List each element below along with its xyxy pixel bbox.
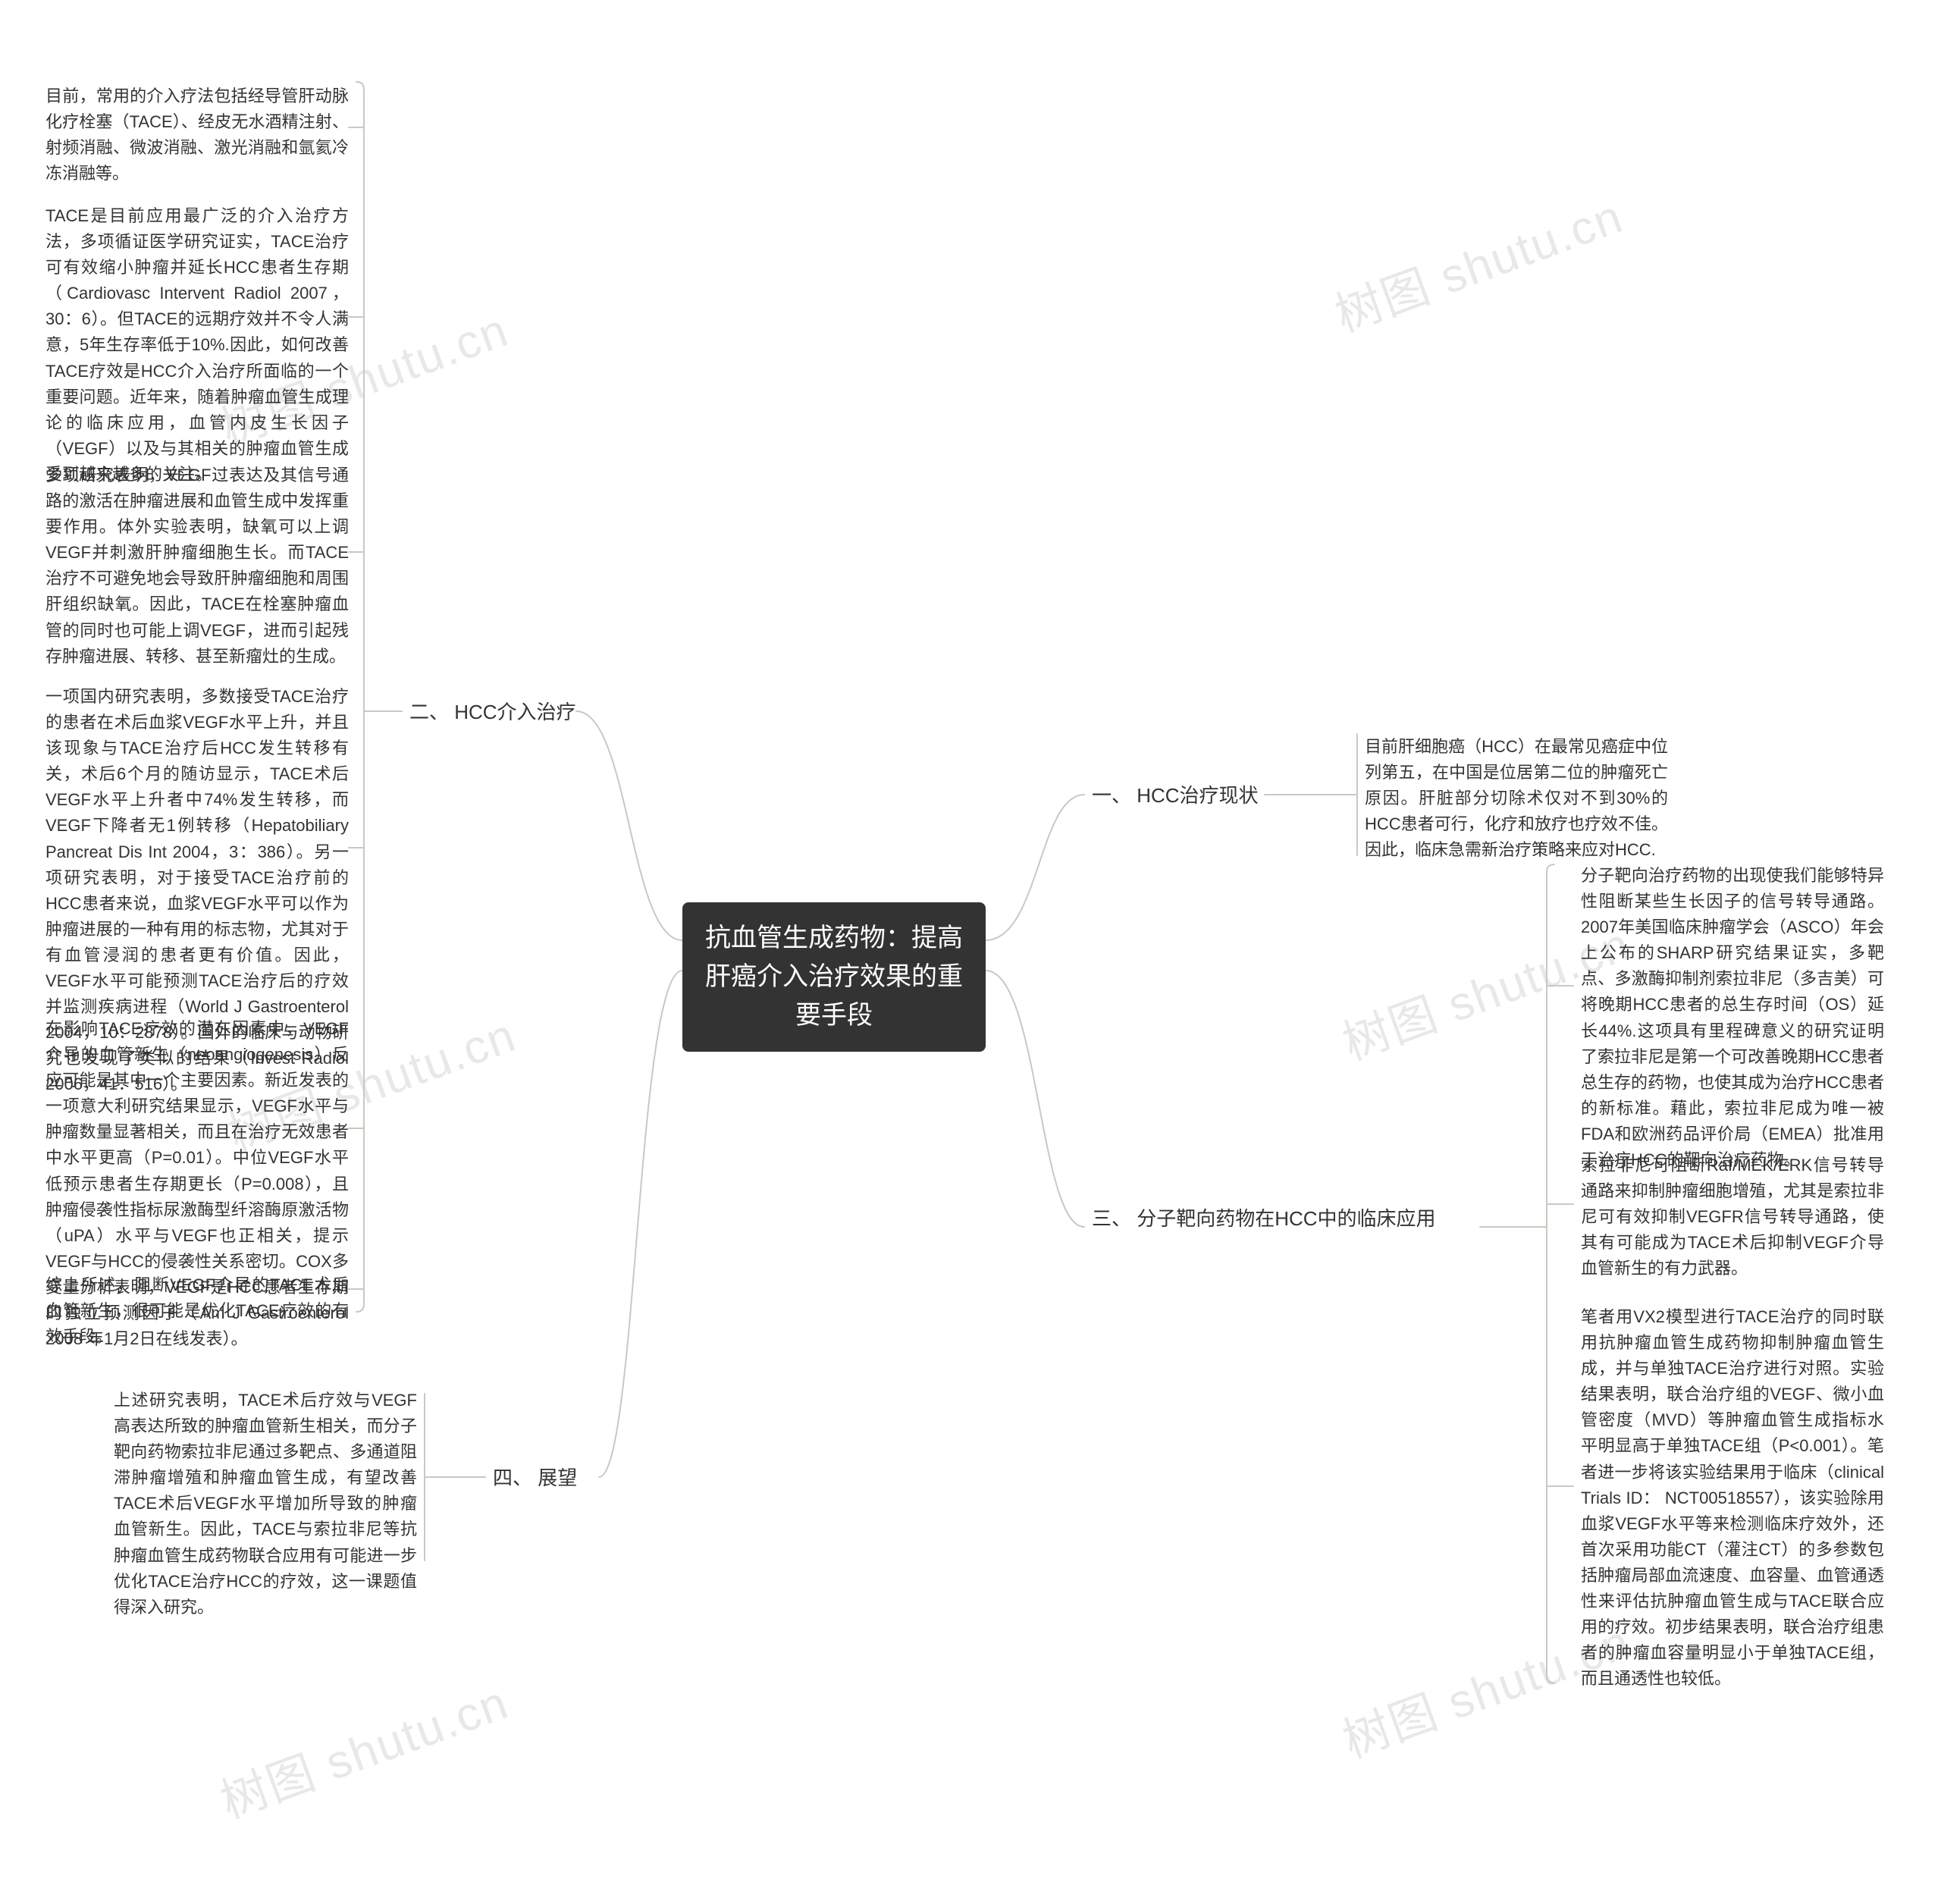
leaf-hcc-status-1: 目前肝细胞癌（HCC）在最常见癌症中位列第五，在中国是位居第二位的肿瘤死亡原因。… — [1365, 734, 1668, 863]
leaf-molecular-2: 索拉非尼可阻断Raf/MEK/ERK信号转导通路来抑制肿瘤细胞增殖，尤其是索拉非… — [1581, 1153, 1884, 1281]
leaf-molecular-1: 分子靶向治疗药物的出现使我们能够特异性阻断某些生长因子的信号转导通路。2007年… — [1581, 863, 1884, 1173]
branch-hcc-intervention: 二、 HCC介入治疗 — [409, 698, 576, 727]
center-node: 抗血管生成药物：提高肝癌介入治疗效果的重要手段 — [682, 902, 986, 1052]
leaf-intervention-1: 目前，常用的介入疗法包括经导管肝动脉化疗栓塞（TACE）、经皮无水酒精注射、射频… — [45, 83, 349, 187]
branch-hcc-status: 一、 HCC治疗现状 — [1092, 781, 1259, 811]
watermark: 树图 shutu.cn — [210, 1664, 516, 1832]
watermark: 树图 shutu.cn — [1325, 178, 1631, 346]
leaf-intervention-3: 多项研究表明，VEGF过表达及其信号通路的激活在肿瘤进展和血管生成中发挥重要作用… — [45, 463, 349, 670]
leaf-prospect-1: 上述研究表明，TACE术后疗效与VEGF高表达所致的肿瘤血管新生相关，而分子靶向… — [114, 1388, 417, 1620]
mindmap-canvas: 树图 shutu.cn 树图 shutu.cn 树图 shutu.cn 树图 s… — [0, 0, 1941, 1904]
leaf-intervention-6: 综上所述，阻断VEGF介导的TACE术后血管新生，很可能是优化TACE疗效的有效… — [45, 1272, 349, 1350]
branch-prospect: 四、 展望 — [493, 1463, 577, 1493]
leaf-molecular-3: 笔者用VX2模型进行TACE治疗的同时联用抗肿瘤血管生成药物抑制肿瘤血管生成，并… — [1581, 1304, 1884, 1692]
leaf-intervention-2: TACE是目前应用最广泛的介入治疗方法，多项循证医学研究证实，TACE治疗可有效… — [45, 203, 349, 488]
branch-molecular-targeted: 三、 分子靶向药物在HCC中的临床应用 — [1092, 1204, 1471, 1234]
